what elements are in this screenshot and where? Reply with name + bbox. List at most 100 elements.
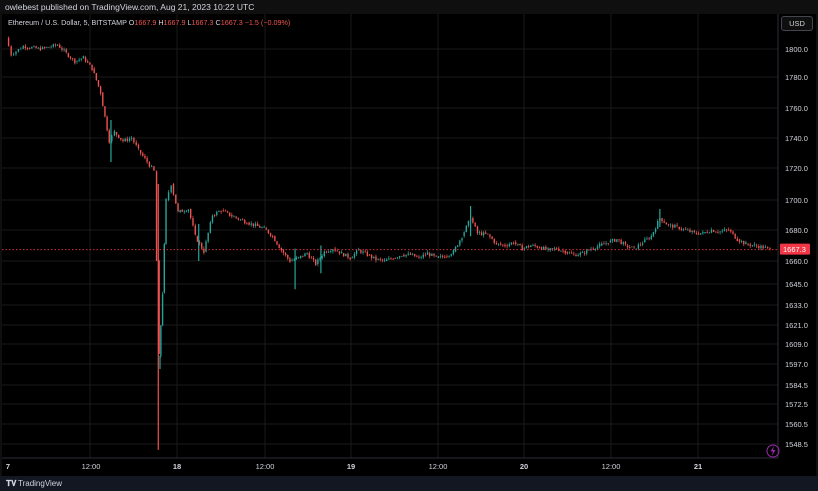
close-value: 1667.3 — [221, 18, 245, 27]
candle-body — [508, 244, 511, 247]
candlestick-chart[interactable]: 1800.0 1780.0 1760.0 1740.0 1720.0 1700.0 1680… — [2, 14, 816, 476]
low-label: L — [188, 18, 192, 27]
candle-body — [319, 258, 321, 260]
candle-body — [654, 228, 657, 233]
candle-body — [189, 209, 192, 219]
candle-body — [153, 166, 155, 171]
y-tick-label: 1740.0 — [785, 134, 808, 143]
candle-body — [295, 257, 298, 260]
candle-body — [155, 171, 158, 261]
candle-body — [534, 244, 536, 247]
candle-body — [375, 256, 377, 261]
candle-body — [489, 234, 491, 237]
y-tick-label: 1700.0 — [785, 196, 808, 205]
candle-body — [523, 247, 526, 249]
candle-body — [398, 256, 401, 258]
candle-body — [472, 218, 474, 223]
candle-body — [641, 243, 644, 245]
candle-body — [122, 139, 124, 142]
candle-body — [409, 253, 412, 255]
candle-body — [24, 46, 27, 49]
candle-body — [67, 53, 70, 57]
candle-body — [504, 244, 506, 247]
candle-body — [142, 153, 144, 156]
candle-body — [500, 243, 502, 245]
tradingview-logo-icon[interactable]: 𝐓𝐕 — [6, 479, 17, 488]
candle-body — [185, 211, 188, 213]
candle-body — [163, 243, 166, 293]
candle-body — [635, 248, 637, 250]
candle-body — [626, 245, 629, 248]
candle-body — [614, 239, 616, 242]
candle-body — [231, 215, 233, 217]
candle-body — [198, 241, 201, 244]
candle-body — [639, 244, 642, 246]
candle-body — [205, 241, 207, 252]
candle-body — [381, 259, 384, 261]
candle-body — [493, 239, 495, 243]
y-tick-label: 1645.0 — [785, 280, 808, 289]
candle-body — [456, 245, 459, 247]
candle-body — [26, 48, 29, 49]
candle-body — [267, 229, 270, 234]
candle-body — [573, 253, 575, 255]
lightning-bolt-icon — [770, 446, 776, 456]
candle-body — [80, 58, 82, 60]
candle-body — [95, 73, 98, 81]
candle-body — [594, 248, 597, 250]
candle-body — [512, 242, 515, 244]
candle-body — [426, 252, 429, 255]
x-tick-label: 12:00 — [256, 462, 275, 471]
candle-body — [583, 253, 586, 255]
candle-body — [233, 216, 235, 218]
chart-area[interactable]: 1800.0 1780.0 1760.0 1740.0 1720.0 1700.0 1680… — [2, 14, 816, 476]
candle-body — [755, 245, 758, 247]
candle-body — [517, 243, 519, 245]
candle-body — [224, 210, 227, 212]
candle-body — [435, 255, 437, 257]
candle-body — [209, 222, 212, 233]
candle-body — [165, 198, 167, 244]
candle-body — [476, 226, 479, 234]
candle-body — [46, 46, 48, 48]
candle-body — [177, 203, 179, 212]
candle-body — [624, 242, 627, 244]
candle-body — [667, 224, 670, 226]
currency-button[interactable]: USD — [781, 16, 813, 31]
candle-body — [616, 239, 618, 242]
candle-body — [276, 241, 278, 245]
candle-body — [347, 253, 349, 258]
candle-body — [71, 58, 74, 60]
candle-body — [394, 257, 397, 259]
candle-body — [37, 47, 39, 49]
candle-body — [175, 194, 177, 204]
candle-body — [306, 253, 308, 255]
y-tick-label: 1609.0 — [785, 340, 808, 349]
candle-body — [250, 223, 252, 225]
candle-body — [674, 224, 676, 228]
candle-body — [609, 240, 612, 243]
candle-body — [254, 223, 257, 226]
candle-body — [160, 325, 162, 356]
candle-body — [272, 235, 274, 237]
y-tick-label: 1621.0 — [785, 321, 808, 330]
candle-body — [441, 255, 444, 257]
candle-body — [63, 49, 65, 51]
candle-body — [482, 232, 485, 236]
candle-body — [622, 242, 625, 245]
candle-body — [158, 260, 160, 354]
candle-body — [450, 254, 452, 256]
candle-body — [586, 249, 588, 254]
candle-body — [280, 248, 283, 251]
candle-body — [577, 254, 579, 257]
candle-body — [218, 211, 220, 213]
candle-body — [263, 226, 265, 228]
candle-body — [536, 246, 538, 248]
candle-body — [289, 258, 291, 262]
candle-body — [439, 255, 442, 257]
footer-brand[interactable]: TradingView — [18, 479, 63, 488]
candle-body — [48, 46, 50, 48]
candle-body — [725, 229, 728, 231]
candle-body — [760, 245, 762, 249]
y-tick-label: 1560.5 — [785, 420, 808, 429]
